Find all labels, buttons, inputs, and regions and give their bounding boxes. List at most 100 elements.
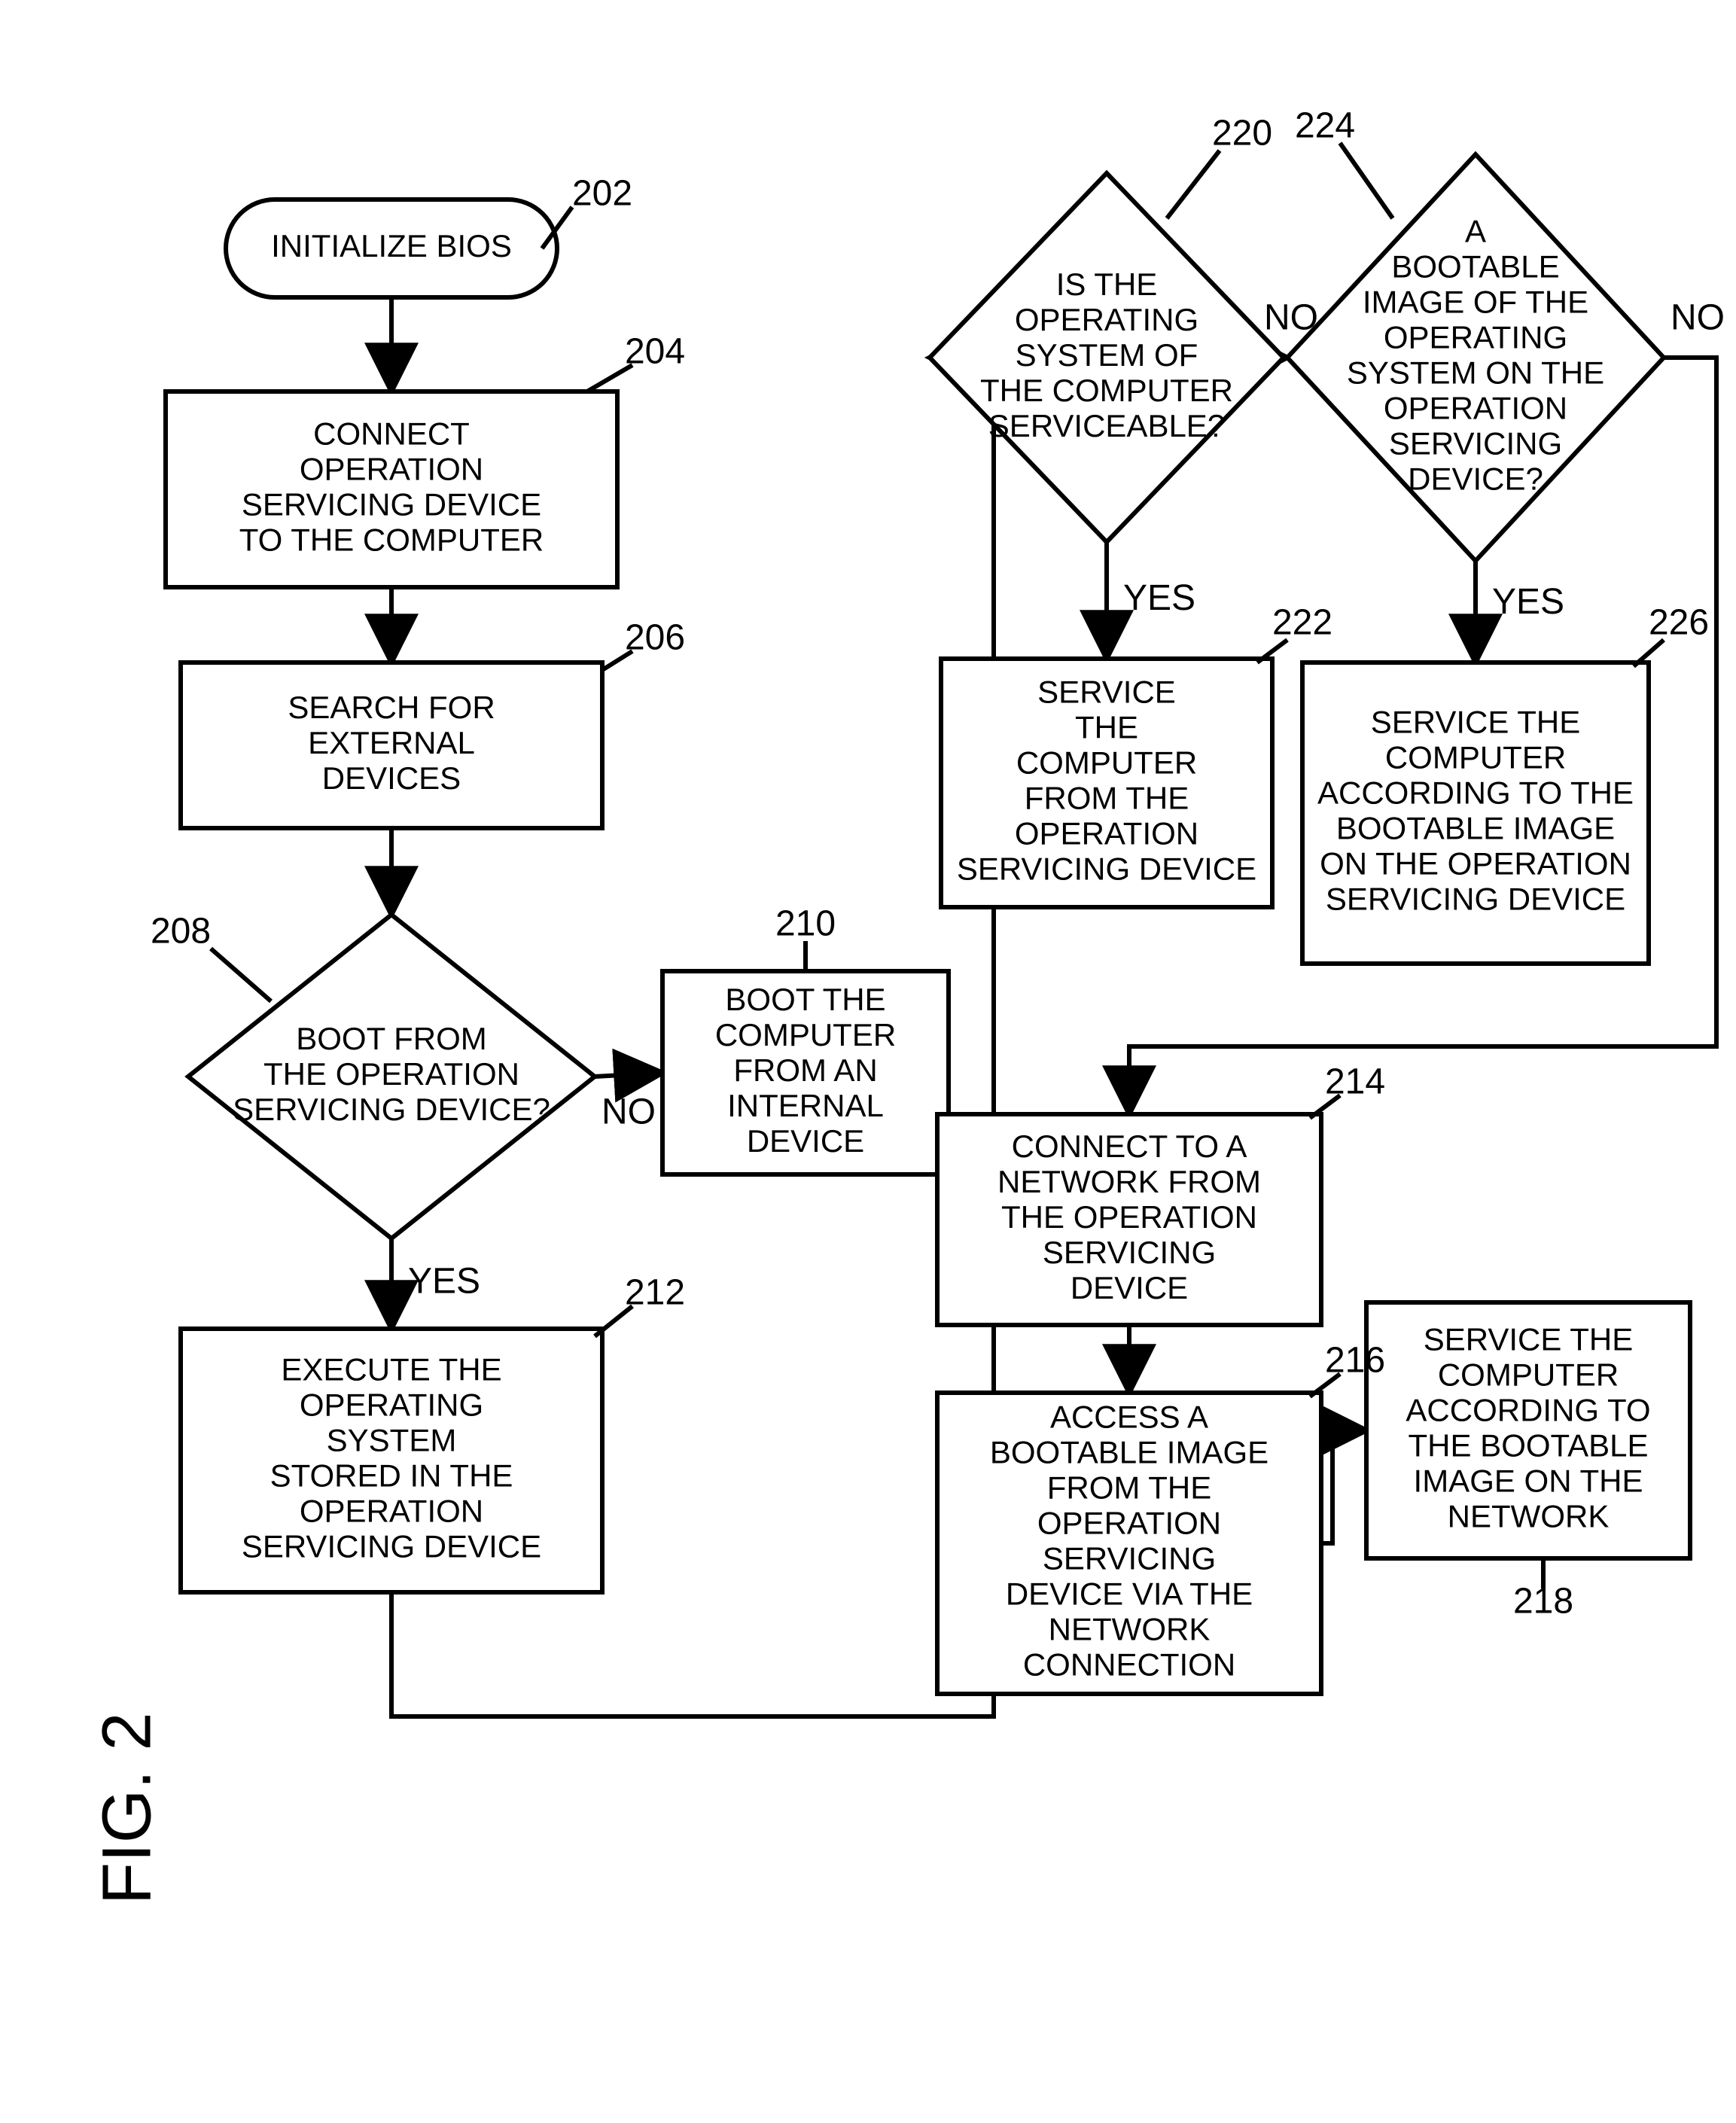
svg-text:SERVICE THE: SERVICE THE: [1371, 704, 1581, 739]
svg-text:COMPUTER: COMPUTER: [1385, 740, 1566, 775]
node-226: SERVICE THECOMPUTERACCORDING TO THEBOOTA…: [1302, 662, 1649, 964]
svg-text:BOOTABLE: BOOTABLE: [1391, 248, 1559, 284]
svg-text:SERVICING DEVICE: SERVICING DEVICE: [242, 487, 541, 522]
svg-text:SERVICING: SERVICING: [1043, 1235, 1216, 1270]
svg-text:SYSTEM ON THE: SYSTEM ON THE: [1347, 355, 1604, 391]
svg-text:THE OPERATION: THE OPERATION: [263, 1056, 519, 1092]
svg-text:OPERATION: OPERATION: [1037, 1506, 1221, 1541]
svg-text:DEVICE?: DEVICE?: [1408, 461, 1543, 497]
svg-text:IS THE: IS THE: [1056, 267, 1158, 302]
connector: [1321, 1430, 1366, 1543]
svg-text:OPERATION: OPERATION: [300, 452, 483, 487]
svg-text:NETWORK FROM: NETWORK FROM: [997, 1164, 1261, 1199]
ref-206: 206: [625, 618, 685, 658]
ref-210: 210: [775, 904, 836, 944]
node-218: SERVICE THECOMPUTERACCORDING TOTHE BOOTA…: [1366, 1302, 1690, 1558]
svg-text:STORED IN THE: STORED IN THE: [270, 1458, 513, 1494]
ref-220: 220: [1212, 114, 1272, 154]
svg-text:IMAGE ON THE: IMAGE ON THE: [1414, 1464, 1643, 1499]
node-222: SERVICETHECOMPUTERFROM THEOPERATIONSERVI…: [941, 659, 1272, 907]
svg-text:COMPUTER: COMPUTER: [1438, 1357, 1619, 1393]
node-204: CONNECTOPERATIONSERVICING DEVICETO THE C…: [166, 391, 617, 587]
svg-text:DEVICES: DEVICES: [322, 760, 461, 796]
svg-text:THE: THE: [1075, 710, 1138, 745]
svg-text:ACCORDING TO THE: ACCORDING TO THE: [1317, 775, 1634, 811]
svg-text:CONNECT: CONNECT: [313, 416, 470, 452]
ref-224: 224: [1295, 106, 1355, 146]
svg-text:SERVICING DEVICE: SERVICING DEVICE: [242, 1529, 541, 1564]
svg-text:SERVICING DEVICE?: SERVICING DEVICE?: [233, 1092, 550, 1127]
svg-text:OPERATION: OPERATION: [1015, 816, 1198, 851]
svg-text:DEVICE VIA THE: DEVICE VIA THE: [1006, 1576, 1253, 1612]
svg-text:IMAGE OF THE: IMAGE OF THE: [1363, 285, 1588, 320]
edge-label: NO: [602, 1092, 656, 1132]
ref-216: 216: [1325, 1341, 1385, 1381]
ref-212: 212: [625, 1273, 685, 1313]
svg-text:SERVICING: SERVICING: [1389, 426, 1562, 461]
svg-text:FROM THE: FROM THE: [1025, 781, 1189, 816]
svg-text:COMPUTER: COMPUTER: [1016, 745, 1197, 781]
edge-label: NO: [1264, 298, 1318, 338]
svg-text:SERVICING DEVICE: SERVICING DEVICE: [1326, 882, 1625, 917]
node-224: ABOOTABLEIMAGE OF THEOPERATINGSYSTEM ON …: [1287, 154, 1664, 561]
ref-208: 208: [151, 912, 211, 952]
node-text-212: EXECUTE THEOPERATINGSYSTEMSTORED IN THEO…: [242, 1351, 541, 1564]
svg-text:OPERATION: OPERATION: [300, 1494, 483, 1529]
svg-text:NETWORK: NETWORK: [1049, 1612, 1211, 1647]
svg-text:EXTERNAL: EXTERNAL: [308, 725, 475, 760]
svg-text:INITIALIZE BIOS: INITIALIZE BIOS: [271, 228, 512, 263]
svg-text:NETWORK: NETWORK: [1448, 1499, 1610, 1534]
svg-text:THE COMPUTER: THE COMPUTER: [980, 373, 1233, 408]
svg-text:EXECUTE THE: EXECUTE THE: [281, 1351, 501, 1387]
edge-label: NO: [1671, 298, 1725, 338]
node-202: INITIALIZE BIOS: [226, 200, 557, 297]
svg-text:THE BOOTABLE: THE BOOTABLE: [1409, 1428, 1649, 1464]
node-220: IS THEOPERATINGSYSTEM OFTHE COMPUTERSERV…: [930, 173, 1284, 542]
node-210: BOOT THECOMPUTERFROM ANINTERNALDEVICE: [662, 971, 949, 1174]
svg-text:BOOT THE: BOOT THE: [725, 982, 885, 1017]
ref-202: 202: [572, 174, 632, 214]
svg-text:INTERNAL: INTERNAL: [727, 1088, 884, 1123]
svg-text:SERVICING: SERVICING: [1043, 1541, 1216, 1576]
svg-text:CONNECTION: CONNECTION: [1023, 1647, 1235, 1683]
node-214: CONNECT TO ANETWORK FROMTHE OPERATIONSER…: [937, 1114, 1321, 1325]
svg-text:DEVICE: DEVICE: [747, 1123, 864, 1159]
edge-label: YES: [408, 1262, 480, 1302]
svg-text:ACCORDING TO: ACCORDING TO: [1406, 1393, 1650, 1428]
svg-text:BOOTABLE IMAGE: BOOTABLE IMAGE: [990, 1434, 1268, 1470]
svg-text:TO THE COMPUTER: TO THE COMPUTER: [239, 522, 544, 558]
figure-label: FIG. 2: [88, 1712, 165, 1905]
svg-text:SYSTEM OF: SYSTEM OF: [1016, 337, 1198, 373]
svg-text:OPERATING: OPERATING: [1384, 320, 1567, 355]
svg-text:BOOTABLE IMAGE: BOOTABLE IMAGE: [1336, 811, 1615, 846]
ref-204: 204: [625, 332, 685, 372]
svg-text:SEARCH FOR: SEARCH FOR: [288, 690, 495, 725]
ref-214: 214: [1325, 1062, 1385, 1102]
connector: [595, 1073, 662, 1077]
svg-text:FROM AN: FROM AN: [733, 1052, 877, 1088]
svg-text:THE OPERATION: THE OPERATION: [1001, 1199, 1257, 1235]
svg-text:SERVICEABLE?: SERVICEABLE?: [988, 408, 1225, 443]
svg-text:SYSTEM: SYSTEM: [327, 1423, 457, 1458]
node-206: SEARCH FOREXTERNALDEVICES: [181, 662, 602, 828]
svg-text:SERVICE THE: SERVICE THE: [1424, 1321, 1634, 1357]
svg-text:BOOT FROM: BOOT FROM: [296, 1021, 487, 1056]
svg-text:SERVICING DEVICE: SERVICING DEVICE: [957, 851, 1256, 887]
svg-text:COMPUTER: COMPUTER: [715, 1017, 896, 1052]
svg-text:DEVICE: DEVICE: [1071, 1270, 1188, 1305]
node-212: EXECUTE THEOPERATINGSYSTEMSTORED IN THEO…: [181, 1329, 602, 1592]
ref-222: 222: [1272, 603, 1332, 643]
svg-text:CONNECT TO A: CONNECT TO A: [1012, 1129, 1247, 1164]
edge-label: YES: [1123, 578, 1195, 618]
svg-text:FROM THE: FROM THE: [1047, 1470, 1212, 1506]
node-216: ACCESS ABOOTABLE IMAGEFROM THEOPERATIONS…: [937, 1393, 1321, 1694]
edge-label: YES: [1492, 582, 1564, 622]
svg-text:OPERATING: OPERATING: [1015, 302, 1198, 337]
node-text-202: INITIALIZE BIOS: [271, 228, 512, 263]
node-208: BOOT FROMTHE OPERATIONSERVICING DEVICE?: [188, 915, 595, 1238]
svg-text:ON THE OPERATION: ON THE OPERATION: [1320, 846, 1631, 882]
svg-text:OPERATION: OPERATION: [1384, 391, 1567, 426]
svg-text:FIG. 2: FIG. 2: [88, 1712, 165, 1905]
svg-text:SERVICE: SERVICE: [1037, 674, 1176, 709]
svg-text:OPERATING: OPERATING: [300, 1387, 483, 1423]
